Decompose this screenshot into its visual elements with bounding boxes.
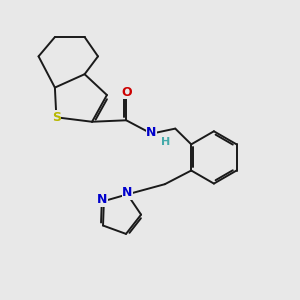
Text: N: N <box>97 193 108 206</box>
Text: O: O <box>121 85 131 98</box>
Text: S: S <box>52 111 61 124</box>
Text: N: N <box>146 126 157 139</box>
Text: N: N <box>122 186 133 200</box>
Text: H: H <box>161 137 170 147</box>
